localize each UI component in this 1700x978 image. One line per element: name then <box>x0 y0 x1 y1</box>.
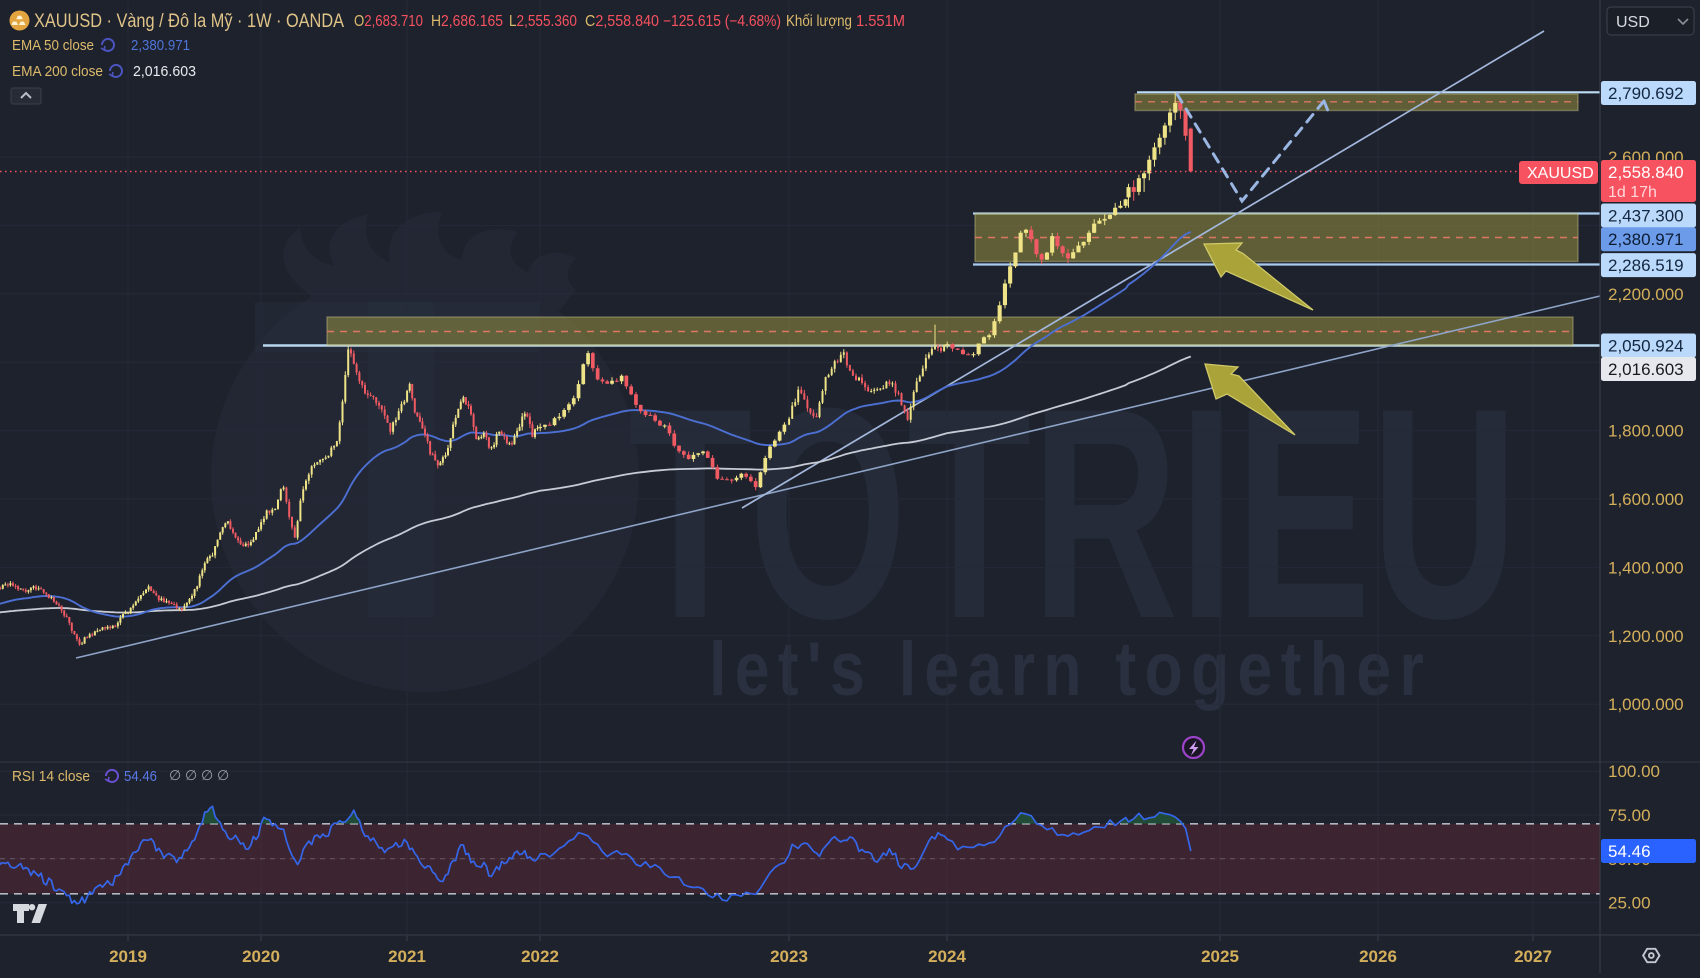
svg-text:2,437.300: 2,437.300 <box>1608 207 1684 226</box>
svg-text:2,016.603: 2,016.603 <box>1608 360 1684 379</box>
svg-text:1,200.000: 1,200.000 <box>1608 627 1684 646</box>
svg-text:2027: 2027 <box>1514 947 1552 966</box>
svg-text:2026: 2026 <box>1359 947 1397 966</box>
svg-text:XAUUSD: XAUUSD <box>1527 165 1594 182</box>
svg-text:1d 17h: 1d 17h <box>1608 184 1657 201</box>
svg-text:let's learn together: let's learn together <box>709 627 1432 712</box>
svg-text:1,600.000: 1,600.000 <box>1608 490 1684 509</box>
svg-text:25.00: 25.00 <box>1608 894 1651 913</box>
svg-text:∅: ∅ <box>169 767 181 783</box>
svg-text:2,200.000: 2,200.000 <box>1608 285 1684 304</box>
svg-text:∅: ∅ <box>217 767 229 783</box>
svg-text:2,380.971: 2,380.971 <box>1608 230 1684 249</box>
svg-text:2,558.840: 2,558.840 <box>1608 163 1684 182</box>
svg-text:XAUUSD · Vàng / Đô la Mỹ · 1W: XAUUSD · Vàng / Đô la Mỹ · 1W · OANDA <box>34 11 344 32</box>
svg-text:2,016.603: 2,016.603 <box>133 63 196 80</box>
svg-text:2,790.692: 2,790.692 <box>1608 84 1684 103</box>
svg-text:L2,555.360: L2,555.360 <box>509 13 577 30</box>
svg-text:1,000.000: 1,000.000 <box>1608 695 1684 714</box>
svg-text:2025: 2025 <box>1201 947 1239 966</box>
svg-text:O2,683.710: O2,683.710 <box>354 13 423 30</box>
svg-text:Khối lượng: Khối lượng <box>786 13 852 30</box>
svg-text:100.00: 100.00 <box>1608 762 1660 781</box>
svg-text:2019: 2019 <box>109 947 147 966</box>
svg-text:75.00: 75.00 <box>1608 806 1651 825</box>
svg-text:2,380.971: 2,380.971 <box>131 37 190 54</box>
svg-text:2023: 2023 <box>770 947 808 966</box>
svg-text:2020: 2020 <box>242 947 280 966</box>
svg-text:∅: ∅ <box>201 767 213 783</box>
svg-text:RSI 14 close: RSI 14 close <box>12 768 90 785</box>
svg-text:2,286.519: 2,286.519 <box>1608 256 1684 275</box>
svg-text:H2,686.165: H2,686.165 <box>431 13 503 30</box>
svg-text:EMA 50 close: EMA 50 close <box>12 37 94 54</box>
svg-text:−125.615 (−4.68%): −125.615 (−4.68%) <box>663 13 781 30</box>
svg-text:C2,558.840: C2,558.840 <box>585 13 659 30</box>
svg-text:54.46: 54.46 <box>124 768 157 785</box>
svg-text:2024: 2024 <box>928 947 966 966</box>
svg-text:1.551M: 1.551M <box>856 13 905 30</box>
svg-text:2021: 2021 <box>388 947 426 966</box>
svg-text:54.46: 54.46 <box>1608 842 1651 861</box>
svg-text:TOTRIEU: TOTRIEU <box>628 345 1518 681</box>
svg-text:1,400.000: 1,400.000 <box>1608 558 1684 577</box>
svg-text:2022: 2022 <box>521 947 559 966</box>
svg-text:USD: USD <box>1616 14 1650 31</box>
svg-text:∅: ∅ <box>185 767 197 783</box>
svg-text:2,050.924: 2,050.924 <box>1608 337 1684 356</box>
svg-text:1,800.000: 1,800.000 <box>1608 422 1684 441</box>
svg-text:EMA 200 close: EMA 200 close <box>12 63 103 80</box>
